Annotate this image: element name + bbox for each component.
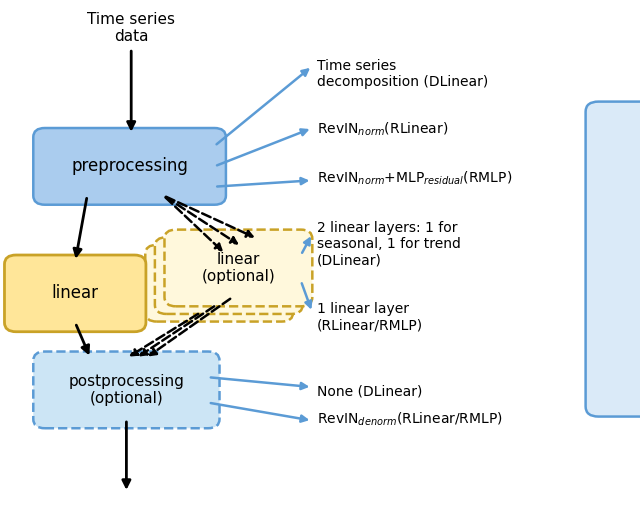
Text: 2 linear layers: 1 for
seasonal, 1 for trend
(DLinear): 2 linear layers: 1 for seasonal, 1 for t… [317, 220, 461, 267]
Text: preprocessing: preprocessing [71, 157, 188, 175]
Text: None (DLinear): None (DLinear) [317, 384, 422, 398]
Text: linear
(optional): linear (optional) [202, 252, 275, 284]
FancyBboxPatch shape [4, 255, 146, 332]
Text: RevIN$_{denorm}$(RLinear/RMLP): RevIN$_{denorm}$(RLinear/RMLP) [317, 410, 502, 428]
Text: 1 linear layer
(RLinear/RMLP): 1 linear layer (RLinear/RMLP) [317, 302, 423, 333]
FancyBboxPatch shape [586, 102, 640, 417]
FancyBboxPatch shape [155, 237, 303, 314]
Text: RevIN$_{norm}$+MLP$_{residual}$(RMLP): RevIN$_{norm}$+MLP$_{residual}$(RMLP) [317, 169, 512, 186]
Text: Time series
decomposition (DLinear): Time series decomposition (DLinear) [317, 58, 488, 89]
FancyBboxPatch shape [164, 230, 312, 306]
Text: postprocessing
(optional): postprocessing (optional) [68, 374, 184, 406]
FancyBboxPatch shape [33, 352, 220, 428]
Text: RevIN$_{norm}$(RLinear): RevIN$_{norm}$(RLinear) [317, 121, 448, 138]
FancyBboxPatch shape [33, 128, 226, 205]
Text: Time series
data: Time series data [87, 12, 175, 44]
FancyBboxPatch shape [145, 245, 293, 322]
Text: linear: linear [52, 284, 99, 302]
